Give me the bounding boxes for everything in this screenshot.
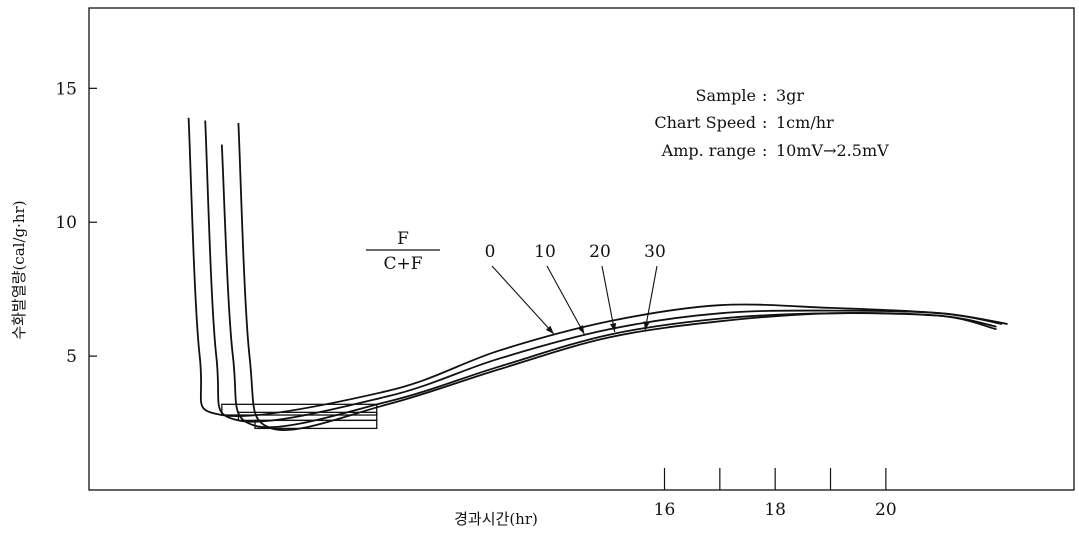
note-value-sample: 3gr	[776, 86, 804, 105]
step-region	[221, 403, 378, 416]
note-key-chart-speed: Chart Speed	[654, 113, 756, 132]
series-arrow-0	[491, 265, 555, 335]
note-sep-amp-range: :	[762, 141, 767, 160]
series-arrowhead-20	[610, 322, 617, 332]
ratio-numerator: F	[397, 229, 409, 249]
note-sep-sample: :	[762, 86, 767, 105]
series-label-30: 30	[644, 242, 666, 262]
series-label-0: 0	[485, 242, 496, 262]
note-value-chart-speed: 1cm/hr	[776, 113, 834, 132]
x-axis-title: 경과시간(hr)	[454, 510, 538, 528]
series-arrowhead-30	[643, 321, 650, 331]
note-sep-chart-speed: :	[762, 113, 767, 132]
x-tick-label: 16	[654, 500, 676, 520]
ratio-label: F C+F	[366, 229, 440, 274]
series-label-20: 20	[589, 242, 611, 262]
y-tick-label: 5	[66, 347, 77, 367]
x-tick-label: 18	[764, 500, 786, 520]
x-tick-label: 20	[875, 500, 897, 520]
note-value-amp-range: 10mV→2.5mV	[776, 141, 889, 160]
y-axis-title: 수화발열량(cal/g·hr)	[10, 200, 28, 339]
y-axis-ticks: 5 10 15	[55, 79, 97, 367]
series-arrow-20	[601, 265, 616, 332]
series-arrow-30	[644, 265, 658, 331]
series-arrowhead-10	[577, 325, 585, 334]
series-line-30	[237, 123, 997, 431]
series-arrow-10	[546, 265, 585, 335]
series-line-0	[187, 117, 1008, 417]
plot-frame	[88, 7, 1075, 491]
notes-block: Sample : 3gr Chart Speed : 1cm/hr Amp. r…	[654, 86, 889, 160]
note-key-sample: Sample	[696, 86, 757, 105]
ratio-denominator: C+F	[383, 254, 422, 274]
series-label-10: 10	[534, 242, 556, 262]
series-lines	[187, 117, 1008, 431]
series-line-10	[204, 120, 1003, 423]
x-axis-ticks: 16 18 20	[654, 468, 897, 520]
note-key-amp-range: Amp. range	[661, 141, 756, 160]
series-arrows	[491, 265, 658, 335]
series-labels: 0 10 20 30	[485, 242, 666, 262]
y-tick-label: 10	[55, 213, 77, 233]
series-arrowhead-0	[545, 325, 554, 335]
y-tick-label: 15	[55, 79, 77, 99]
series-line-20	[220, 144, 997, 429]
